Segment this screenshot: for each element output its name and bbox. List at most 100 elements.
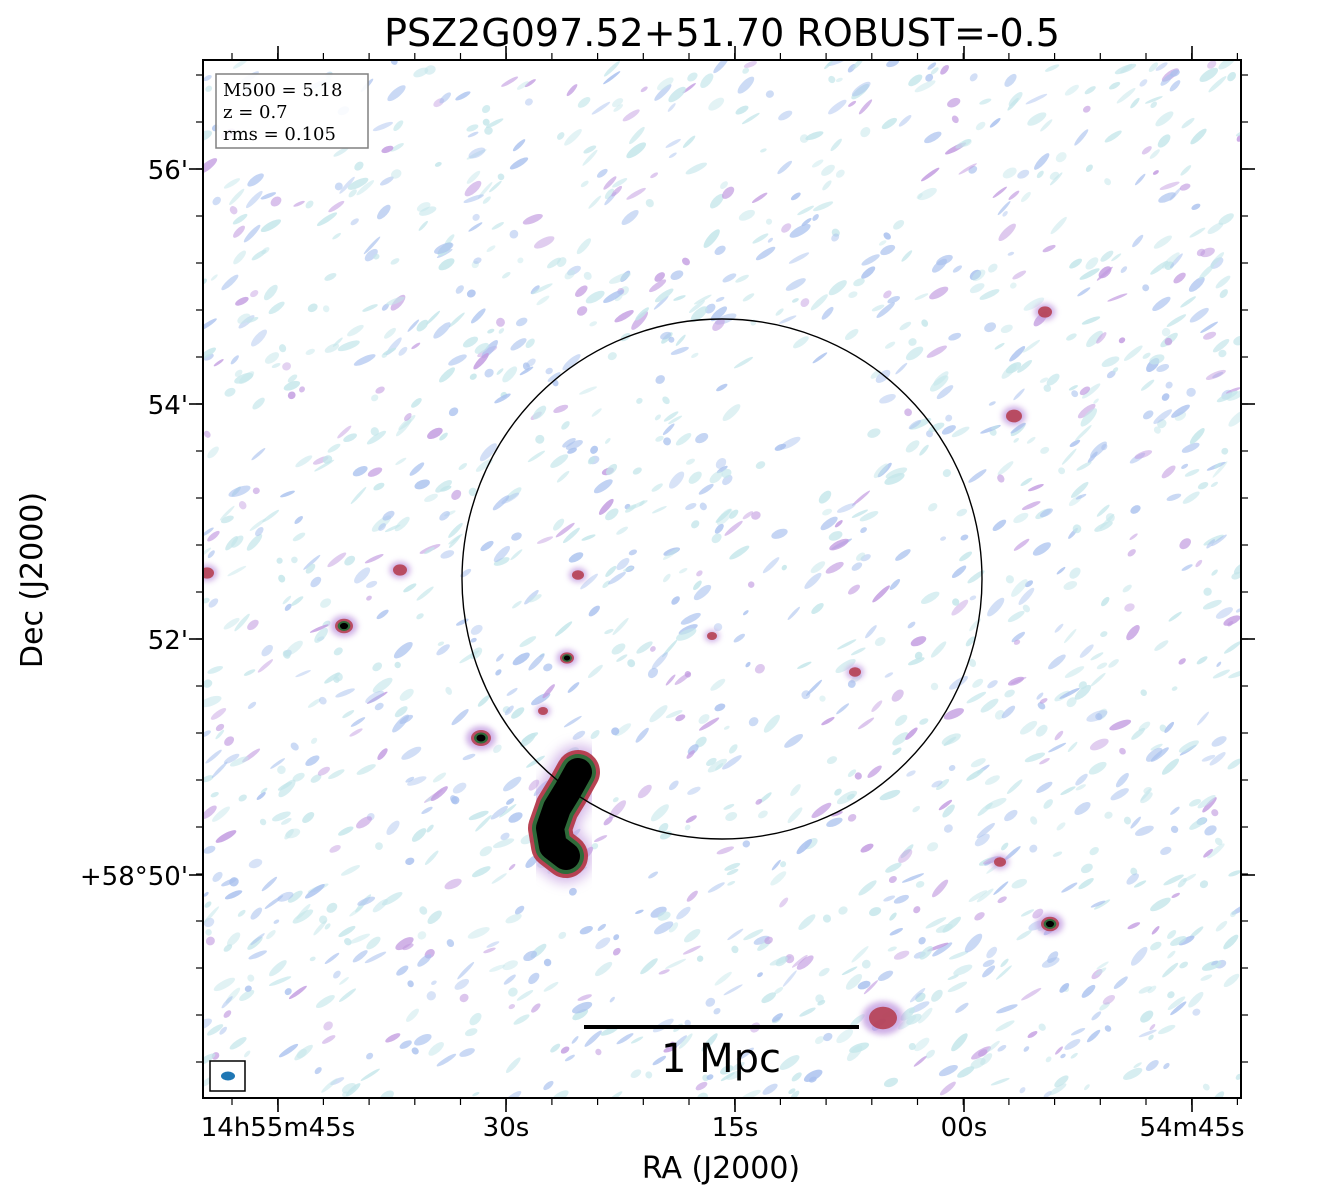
noise-blob — [282, 362, 292, 371]
noise-blob — [1040, 446, 1050, 454]
noise-blob — [502, 366, 518, 383]
noise-blob — [1082, 105, 1091, 113]
noise-blob — [328, 200, 345, 213]
noise-blob — [669, 471, 685, 489]
noise-blob — [1017, 359, 1033, 373]
noise-blob — [590, 445, 599, 454]
noise-blob — [211, 761, 228, 778]
noise-blob — [942, 804, 955, 818]
noise-blob — [323, 1021, 333, 1031]
noise-blob — [721, 186, 735, 199]
noise-blob — [779, 436, 801, 450]
noise-blob — [742, 293, 755, 302]
noise-blob — [797, 205, 814, 216]
noise-blob — [1224, 641, 1241, 654]
noise-blob — [881, 117, 898, 130]
noise-blob — [477, 695, 490, 707]
noise-blob — [1029, 844, 1038, 853]
noise-blob — [1002, 167, 1017, 179]
noise-blob — [1021, 501, 1041, 511]
noise-blob — [338, 826, 354, 836]
noise-blob — [1170, 825, 1179, 834]
noise-blob — [910, 636, 927, 647]
noise-blob — [676, 628, 697, 641]
noise-blob — [1093, 398, 1099, 404]
noise-blob — [571, 1036, 579, 1044]
noise-blob — [366, 580, 378, 588]
noise-blob — [1211, 736, 1227, 747]
noise-blob — [650, 172, 659, 179]
noise-blob — [682, 83, 696, 94]
noise-blob — [1179, 961, 1189, 969]
noise-blob — [333, 146, 349, 157]
noise-blob — [671, 596, 680, 605]
noise-blob — [675, 714, 686, 722]
noise-blob — [630, 1036, 644, 1044]
noise-blob — [713, 623, 723, 632]
noise-blob — [742, 511, 754, 520]
noise-blob — [1088, 761, 1107, 775]
noise-blob — [707, 882, 725, 893]
noise-blob — [352, 466, 368, 477]
noise-blob — [596, 168, 608, 178]
noise-blob — [887, 296, 901, 304]
noise-blob — [295, 455, 313, 468]
noise-blob — [1093, 899, 1111, 910]
noise-blob — [545, 367, 553, 375]
noise-blob — [516, 317, 528, 327]
noise-blob — [428, 1042, 444, 1056]
noise-blob — [652, 1055, 667, 1066]
noise-blob — [762, 1083, 778, 1095]
noise-blob — [823, 1032, 833, 1042]
noise-blob — [1075, 773, 1088, 786]
noise-blob — [778, 110, 793, 121]
noise-blob — [466, 289, 476, 298]
noise-blob — [567, 682, 580, 693]
noise-blob — [227, 565, 247, 577]
noise-blob — [591, 408, 602, 417]
noise-blob — [459, 1048, 475, 1057]
noise-blob — [603, 176, 617, 190]
noise-blob — [755, 798, 763, 805]
noise-blob — [797, 661, 812, 669]
noise-blob — [703, 229, 720, 248]
noise-blob — [311, 737, 318, 744]
noise-blob — [1096, 961, 1109, 970]
noise-blob — [277, 765, 286, 775]
noise-blob — [668, 152, 677, 159]
noise-blob — [207, 446, 219, 459]
noise-blob — [872, 585, 890, 603]
noise-blob — [1169, 187, 1181, 201]
noise-blob — [857, 717, 875, 730]
noise-blob — [629, 126, 645, 145]
noise-blob — [803, 1069, 823, 1082]
noise-blob — [655, 435, 664, 442]
noise-blob — [1080, 863, 1093, 874]
noise-blob — [675, 433, 692, 446]
noise-blob — [857, 980, 871, 990]
noise-blob — [1216, 390, 1238, 403]
noise-blob — [1077, 287, 1091, 297]
noise-blob — [1032, 542, 1051, 556]
noise-blob — [317, 766, 330, 776]
noise-blob — [440, 485, 452, 492]
noise-blob — [733, 356, 754, 369]
noise-blob — [233, 250, 246, 265]
noise-blob — [1048, 742, 1067, 753]
noise-blob — [245, 190, 263, 209]
noise-blob — [1158, 192, 1176, 203]
noise-blob — [215, 729, 225, 740]
noise-blob — [277, 891, 294, 902]
noise-blob — [1079, 268, 1100, 280]
noise-blob — [526, 755, 545, 768]
noise-blob — [491, 873, 507, 884]
noise-blob — [1104, 130, 1122, 143]
noise-blob — [555, 522, 575, 538]
noise-blob — [889, 927, 904, 936]
noise-blob — [1054, 623, 1064, 633]
noise-blob — [1155, 111, 1174, 127]
noise-blob — [467, 131, 479, 138]
noise-blob — [583, 145, 597, 154]
noise-blob — [486, 245, 496, 253]
cluster-r500-circle — [461, 318, 983, 840]
